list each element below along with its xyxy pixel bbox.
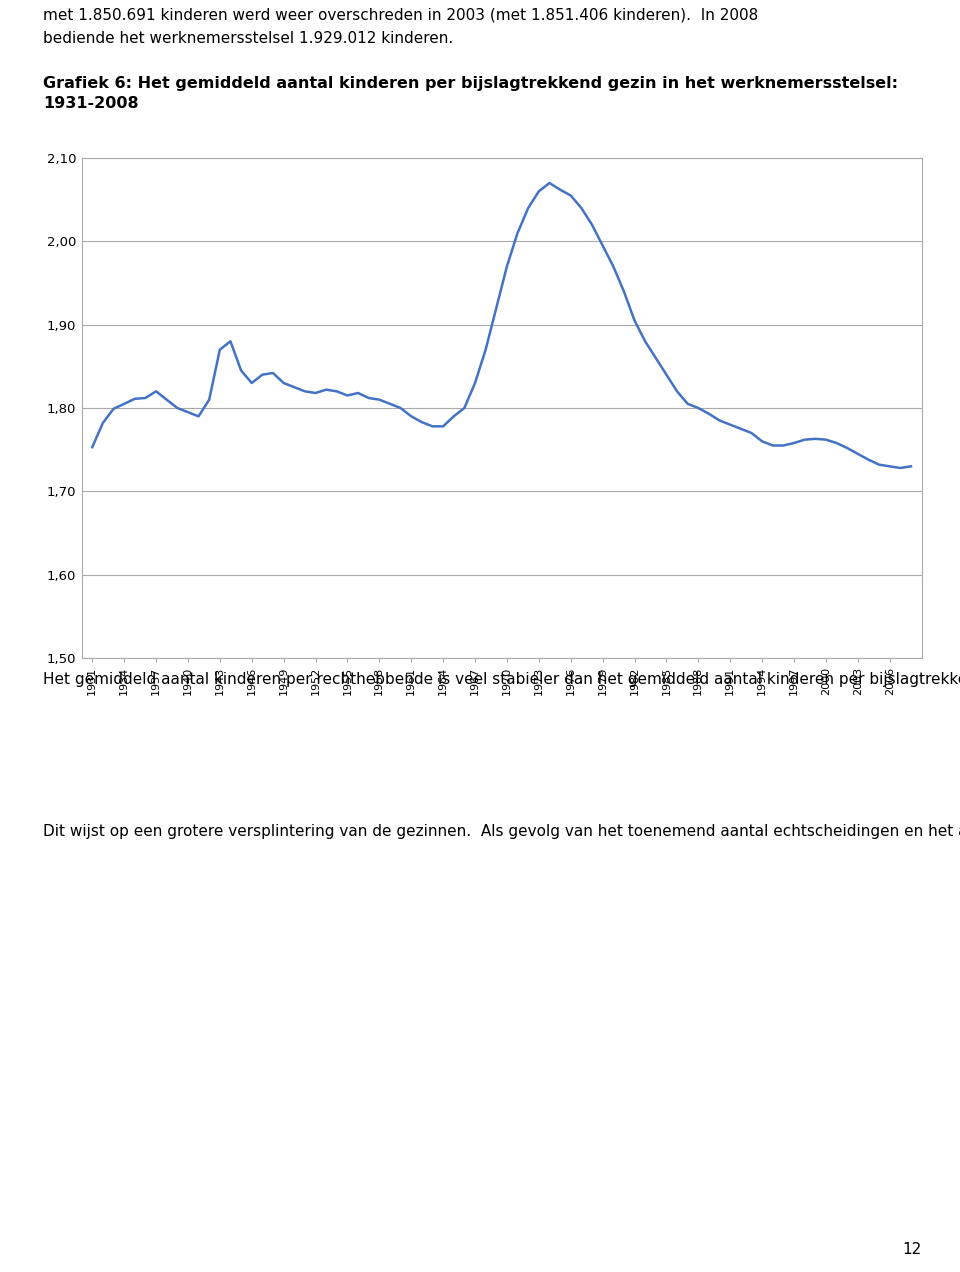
Text: met 1.850.691 kinderen werd weer overschreden in 2003 (met 1.851.406 kinderen). : met 1.850.691 kinderen werd weer oversch… (43, 8, 758, 46)
Text: Het gemiddeld aantal kinderen per rechthebbende is veel stabieler dan het gemidd: Het gemiddeld aantal kinderen per rechth… (43, 672, 960, 687)
Text: Grafiek 6: Het gemiddeld aantal kinderen per bijslagtrekkend gezin in het werkne: Grafiek 6: Het gemiddeld aantal kinderen… (43, 76, 899, 111)
Text: 12: 12 (902, 1241, 922, 1257)
Text: Dit wijst op een grotere versplintering van de gezinnen.  Als gevolg van het toe: Dit wijst op een grotere versplintering … (43, 824, 960, 840)
